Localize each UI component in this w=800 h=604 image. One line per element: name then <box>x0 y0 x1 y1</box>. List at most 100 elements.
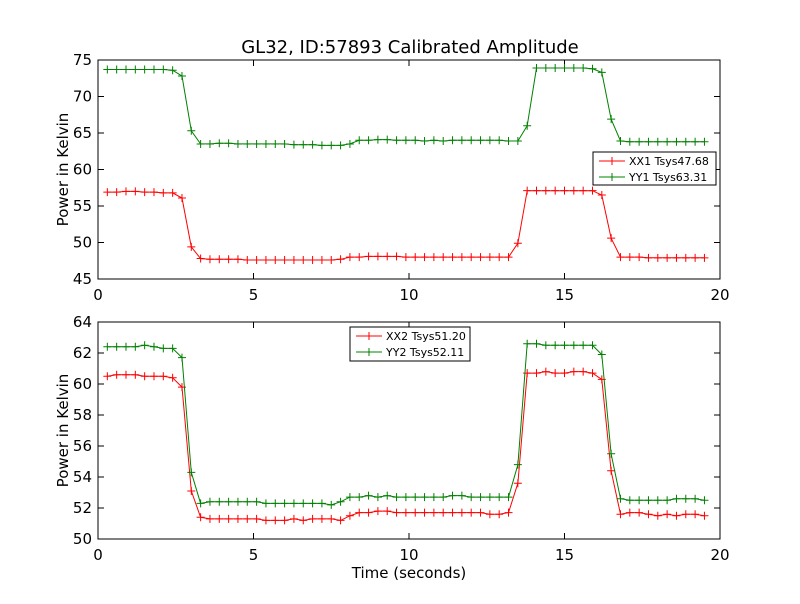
panel1-x-tick-label: 15 <box>555 286 574 304</box>
panel1-series-2-point <box>140 65 149 74</box>
panel2-series-1-point <box>560 369 569 378</box>
panel2-series-1-point <box>485 510 494 519</box>
panel2-series-1-point <box>569 367 578 376</box>
panel1-series-1-point <box>224 255 233 264</box>
panel2-series-2-point <box>345 493 354 502</box>
panel1-series-2-point <box>523 121 532 130</box>
panel1-series-2-point <box>588 64 597 73</box>
panel1-series-2-point <box>439 137 448 146</box>
panel2-series-1-point <box>103 372 112 381</box>
panel1-y-tick-label: 65 <box>73 124 92 142</box>
panel1-series-2-point <box>383 135 392 144</box>
panel1-series-2-point <box>616 137 625 146</box>
panel1-x-tick-label: 5 <box>249 286 259 304</box>
panel1-series-2-point <box>597 68 606 77</box>
panel1-series-2-point <box>691 137 700 146</box>
panel2-series-1-point <box>243 514 252 523</box>
panel1-series-1-point <box>588 186 597 195</box>
panel1-series-1-point <box>495 253 504 262</box>
panel2-series-1-point <box>467 508 476 517</box>
figure-title: GL32, ID:57893 Calibrated Amplitude <box>241 37 579 58</box>
panel2-y-tick-label: 54 <box>73 468 92 486</box>
panel2-series-2-point <box>439 493 448 502</box>
panel1-series-1-point <box>252 256 261 265</box>
panel2-series-2-point <box>327 500 336 509</box>
panel2-series-1-point <box>327 514 336 523</box>
panel2-series-2-point <box>429 493 438 502</box>
panel1-series-1-point <box>177 193 186 202</box>
panel2-legend-marker-2 <box>365 348 373 356</box>
panel1-series-2-point <box>429 136 438 145</box>
panel2-series-2-point <box>532 339 541 348</box>
panel2-series-1-point <box>196 513 205 522</box>
panel2-series-2-point <box>644 496 653 505</box>
panel1-series-2-point <box>579 64 588 73</box>
panel1-series-1-point <box>485 253 494 262</box>
panel2-series-2-point <box>159 344 168 353</box>
panel1-series-2-point <box>420 137 429 146</box>
panel2-series-2-point <box>551 341 560 350</box>
panel2-series-1-point <box>373 507 382 516</box>
panel2-series-1-point <box>635 508 644 517</box>
panel1-series-2-point <box>653 137 662 146</box>
panel2-series-1-point <box>280 516 289 525</box>
panel1-series-2-point <box>635 137 644 146</box>
panel1-series-2-point <box>243 139 252 148</box>
panel1-series-1-point <box>140 188 149 197</box>
panel1-series-1-point <box>700 253 709 262</box>
panel2-series-2-line <box>107 343 705 506</box>
panel1-series-2-point <box>345 139 354 148</box>
panel2-series-2-point <box>177 353 186 362</box>
panel1-series-2-point <box>672 137 681 146</box>
panel1-series-1-point <box>635 253 644 262</box>
panel2-series-2-point <box>224 497 233 506</box>
panel2-series-2-point <box>261 499 270 508</box>
panel2-series-2-point <box>252 497 261 506</box>
panel1-x-tick-label: 0 <box>93 286 103 304</box>
panel1-series-1-point <box>168 188 177 197</box>
panel2-x-tick-label: 20 <box>710 546 729 564</box>
panel1-series-2-point <box>121 65 130 74</box>
panel1-series-1-point <box>569 186 578 195</box>
panel2-series-2-point <box>663 496 672 505</box>
panel2-series-1-point <box>513 479 522 488</box>
panel2-x-tick-label: 15 <box>555 546 574 564</box>
panel1-x-tick-label: 20 <box>710 286 729 304</box>
panel1-series-1-point <box>476 253 485 262</box>
panel2-series-1-point <box>439 508 448 517</box>
panel2-series-1-point <box>271 516 280 525</box>
panel1-series-1-point <box>187 242 196 251</box>
panel1-series-1-point <box>345 253 354 262</box>
panel2-series-1-point <box>420 508 429 517</box>
panel1-series-2-point <box>392 136 401 145</box>
panel2-series-1-point <box>140 372 149 381</box>
panel1-series-2-point <box>177 72 186 81</box>
panel2-series-2-point <box>448 491 457 500</box>
panel2-series-2-point <box>457 491 466 500</box>
panel1-series-2-point <box>532 64 541 73</box>
panel2-series-2-point <box>541 341 550 350</box>
panel1-series-1-point <box>280 256 289 265</box>
panel1-series-2-point <box>271 139 280 148</box>
panel2-series-1-point <box>299 516 308 525</box>
panel2-series-1-point <box>653 511 662 520</box>
panel2-series-1-point <box>681 510 690 519</box>
panel1-series-1-point <box>439 253 448 262</box>
panel2-series-1-point <box>215 514 224 523</box>
panel2-series-1-point <box>691 510 700 519</box>
panel2-series-2-point <box>383 491 392 500</box>
panel2-series-2-point <box>672 494 681 503</box>
panel2-series-2-point <box>681 494 690 503</box>
panel1-series-1-point <box>383 252 392 261</box>
panel2-series-1-point <box>663 510 672 519</box>
panel2-series-2-point <box>308 499 317 508</box>
panel2-legend-label-1: XX2 Tsys51.20 <box>386 330 466 343</box>
panel2-series-1-point <box>187 486 196 495</box>
panel1-series-1-point <box>373 252 382 261</box>
panel2-series-1-point <box>317 514 326 523</box>
panel1-series-2-point <box>224 139 233 148</box>
panel1-series-1-point <box>523 186 532 195</box>
panel1-series-1-point <box>597 191 606 200</box>
panel2-series-1-point <box>205 514 214 523</box>
